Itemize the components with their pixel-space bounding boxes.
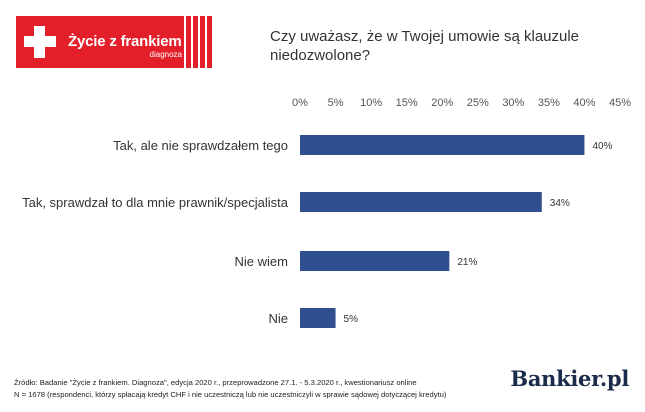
x-tick-label: 20% [431, 97, 453, 109]
bar [300, 135, 585, 155]
bankier-logo: Bankier.pl [510, 366, 629, 391]
x-tick-label: 40% [573, 97, 595, 109]
logo-stripes [182, 16, 214, 68]
x-tick-label: 25% [467, 97, 489, 109]
data-label: 40% [592, 141, 612, 152]
x-tick-label: 5% [328, 97, 344, 109]
x-tick-label: 35% [538, 97, 560, 109]
x-tick-label: 15% [396, 97, 418, 109]
category-label: Nie [268, 311, 288, 326]
x-tick-label: 0% [292, 97, 308, 109]
chart-question: Czy uważasz, że w Twojej umowie są klauz… [270, 28, 580, 64]
footer-source: Źródło: Badanie "Życie z frankiem. Diagn… [14, 378, 417, 387]
bar [300, 308, 336, 328]
category-label: Tak, ale nie sprawdzałem tego [113, 138, 288, 153]
category-label: Nie wiem [235, 254, 288, 269]
logo-subtitle: diagnoza [149, 50, 182, 59]
bar [300, 251, 450, 271]
x-tick-label: 10% [360, 97, 382, 109]
logo-banner: Życie z frankiem diagnoza [16, 16, 214, 68]
logo-title: Życie z frankiem [68, 33, 182, 50]
bar-chart: 0% 5% 10% 15% 20% 25% 30% 35% 40% 45% Tak, ale nie… [22, 97, 631, 328]
swiss-cross-icon [20, 22, 60, 62]
x-tick-label: 30% [502, 97, 524, 109]
category-label: Tak, sprawdzał to dla mnie prawnik/specj… [22, 195, 289, 210]
chart-footer: Źródło: Badanie "Życie z frankiem. Diagn… [14, 377, 494, 401]
data-label: 34% [550, 198, 570, 209]
footer-sample: N = 1678 (respondenci, którzy spłacają k… [14, 390, 447, 399]
bar [300, 192, 542, 212]
data-label: 21% [457, 257, 477, 268]
x-tick-label: 45% [609, 97, 631, 109]
data-label: 5% [344, 314, 359, 325]
